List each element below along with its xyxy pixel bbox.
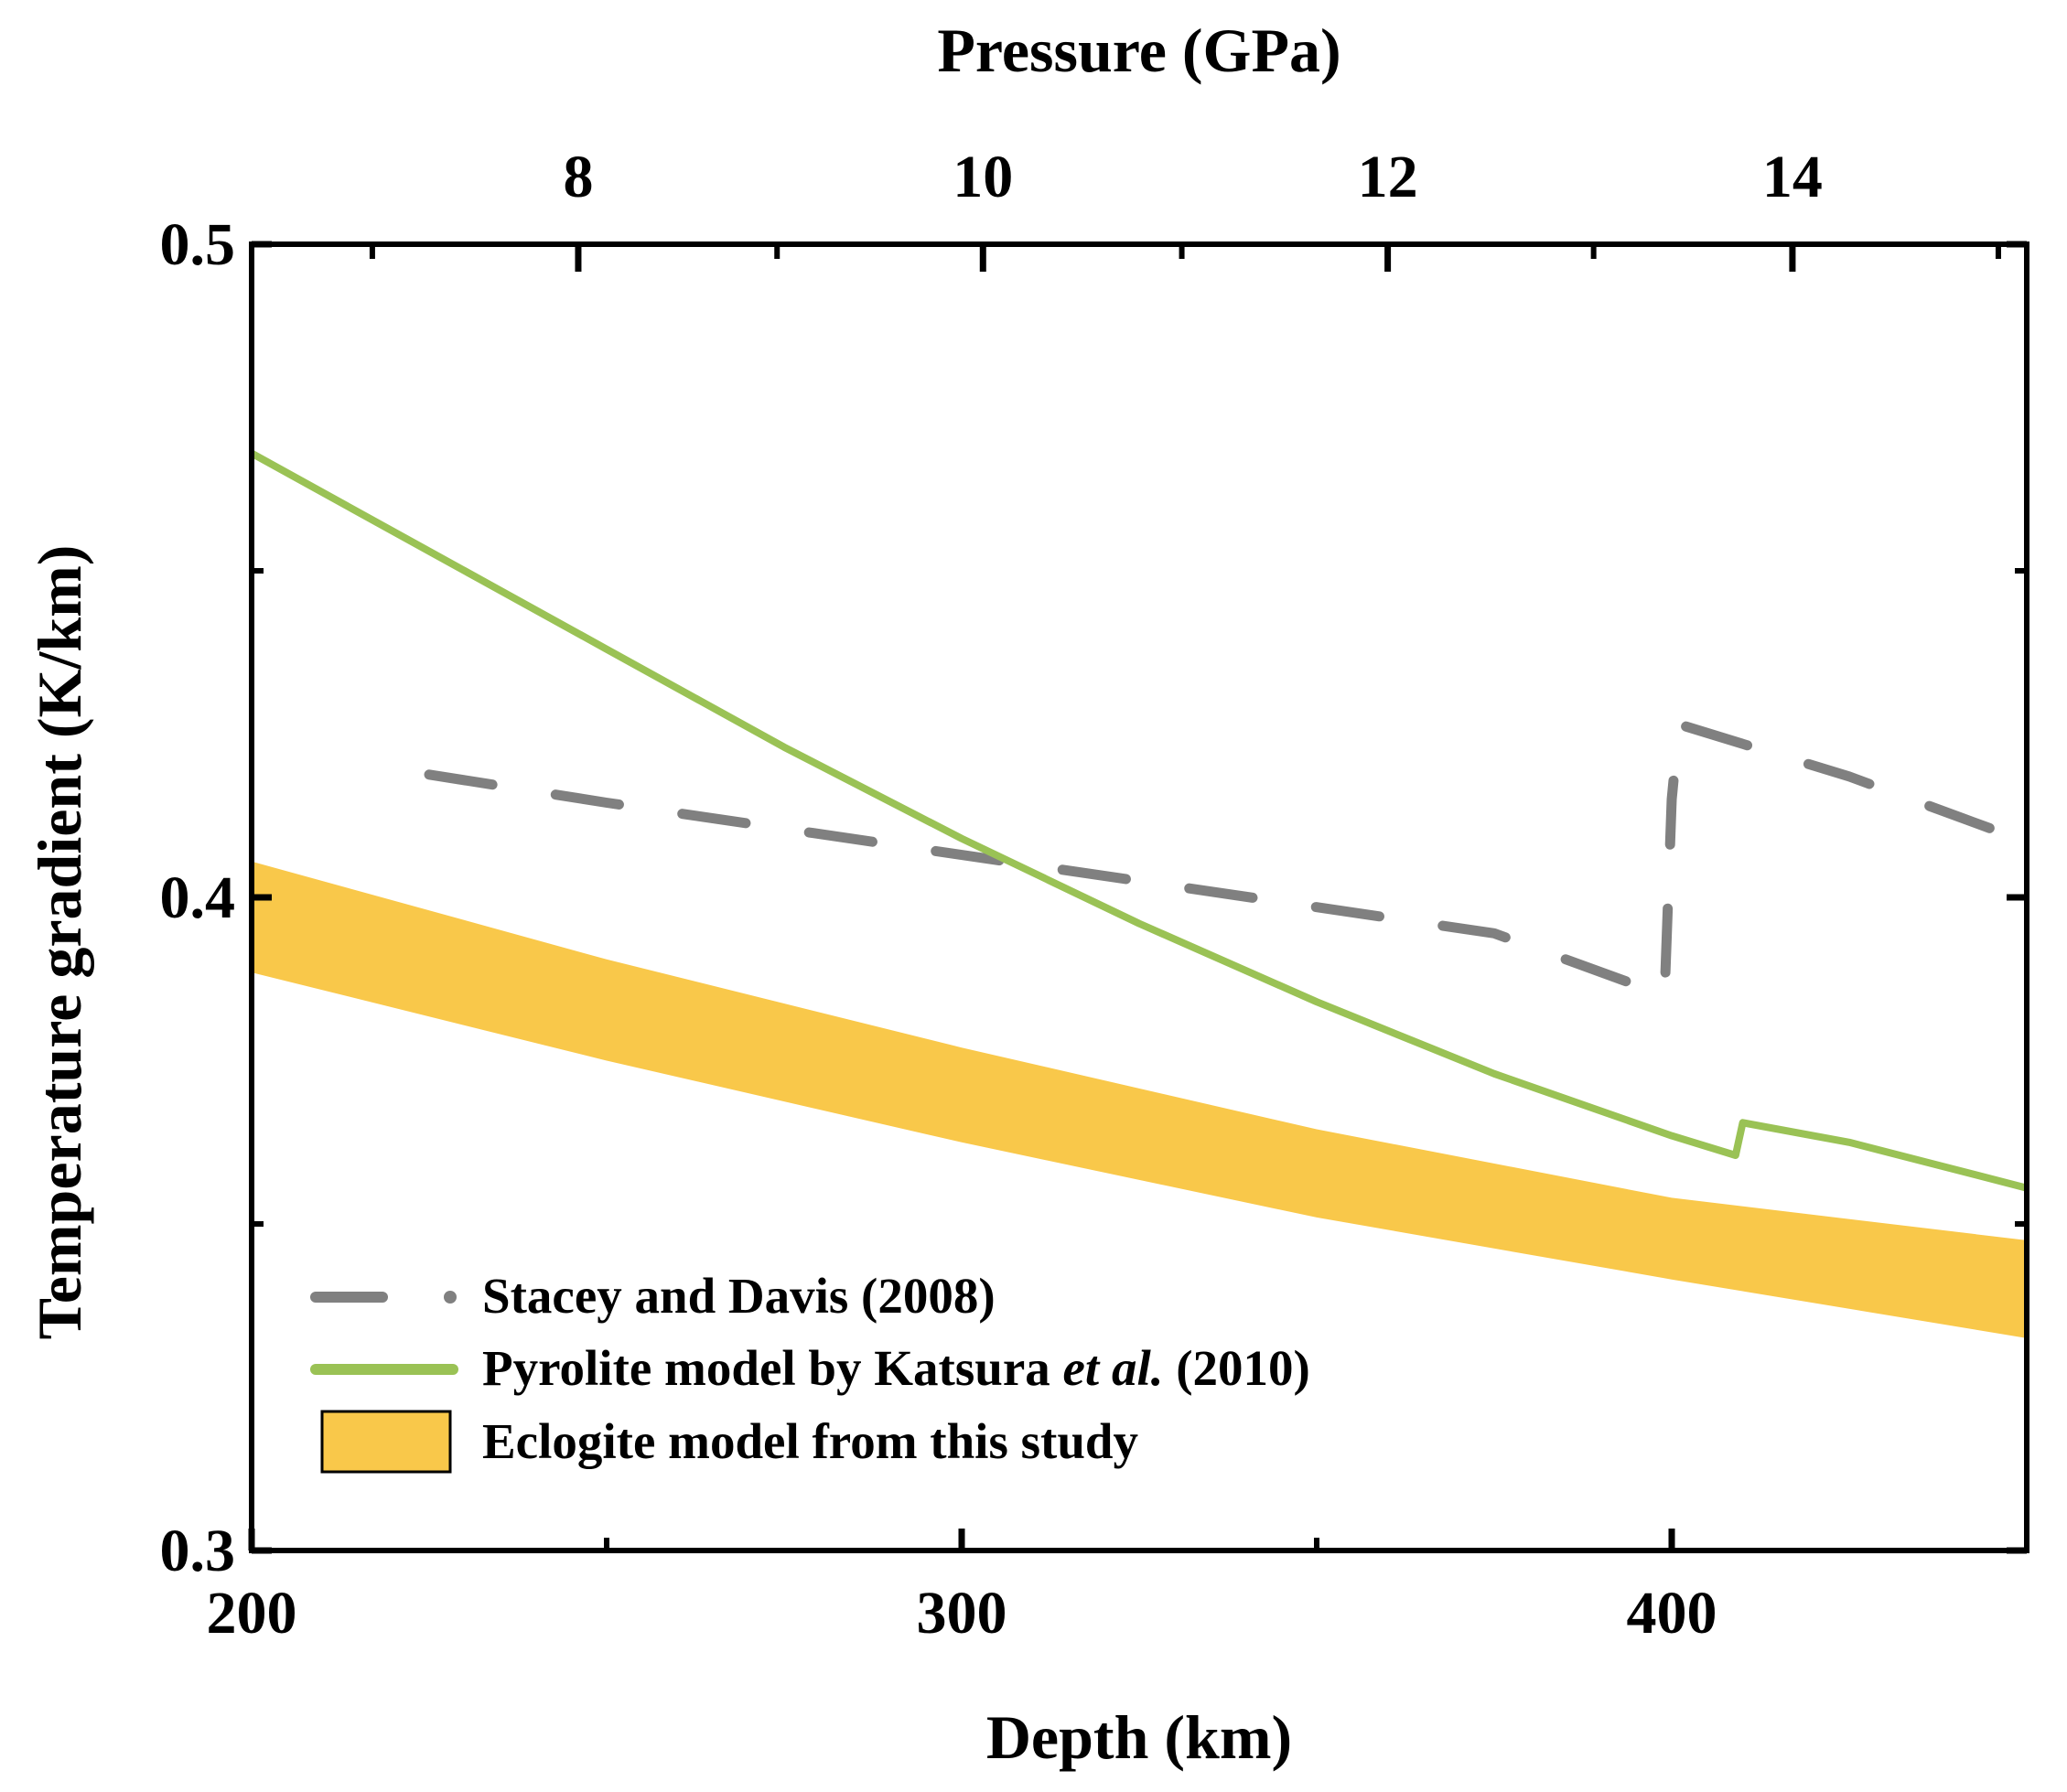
legend: Stacey and Davis (2008) Pyrolite model b… bbox=[310, 1268, 1310, 1474]
legend-eclogite-swatch bbox=[320, 1410, 452, 1474]
legend-pyrolite-year: (2010) bbox=[1163, 1340, 1309, 1396]
eclogite-band bbox=[252, 861, 2027, 1338]
x-tick-label: 200 bbox=[207, 1580, 297, 1647]
legend-eclogite-label: Eclogite model from this study bbox=[482, 1413, 1138, 1469]
top-tick-label: 10 bbox=[953, 144, 1013, 210]
legend-pyrolite-label: Pyrolite model by Katsura et al. (2010) bbox=[482, 1340, 1310, 1396]
y-axis-title: Temperature gradient (K/km) bbox=[25, 545, 94, 1340]
top-axis-title: Pressure (GPa) bbox=[937, 16, 1340, 85]
top-tick-label: 14 bbox=[1762, 144, 1823, 210]
legend-stacey-label: Stacey and Davis (2008) bbox=[482, 1268, 996, 1324]
pyrolite-line bbox=[250, 449, 2028, 1192]
legend-pyrolite-italic: et al. bbox=[1063, 1340, 1164, 1396]
tick-layer bbox=[248, 241, 2027, 1554]
x-tick-label: 300 bbox=[917, 1580, 1007, 1647]
stacey-davis-line bbox=[424, 719, 2032, 1001]
y-tick-label: 0.3 bbox=[160, 1518, 236, 1584]
legend-stacey-dot bbox=[444, 1291, 457, 1304]
top-tick-label: 8 bbox=[563, 144, 593, 210]
x-axis-title: Depth (km) bbox=[986, 1702, 1292, 1772]
tick-label-layer: 200 300 400 0.3 0.4 0.5 8 10 12 14 bbox=[160, 144, 1823, 1647]
top-tick-label: 12 bbox=[1358, 144, 1418, 210]
y-tick-label: 0.4 bbox=[160, 864, 236, 931]
eclogite-band-layer bbox=[252, 861, 2027, 1338]
legend-pyrolite-text: Pyrolite model by Katsura bbox=[482, 1340, 1063, 1396]
y-tick-label: 0.5 bbox=[160, 211, 236, 278]
x-tick-label: 400 bbox=[1627, 1580, 1717, 1647]
series-layer bbox=[250, 449, 2032, 1192]
